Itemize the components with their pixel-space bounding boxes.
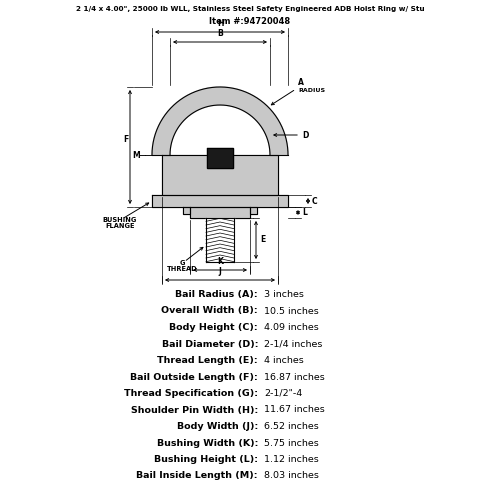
Text: H: H	[217, 19, 223, 28]
Text: FLANGE: FLANGE	[105, 223, 135, 229]
Text: 5.75 inches: 5.75 inches	[264, 438, 319, 448]
Text: 8.03 inches: 8.03 inches	[264, 472, 319, 480]
Text: 3 inches: 3 inches	[264, 290, 304, 299]
Text: A: A	[298, 78, 304, 87]
Text: Bushing Width (K):: Bushing Width (K):	[156, 438, 258, 448]
Text: C: C	[312, 196, 318, 205]
Polygon shape	[152, 195, 288, 207]
Text: 4.09 inches: 4.09 inches	[264, 323, 319, 332]
Text: THREAD: THREAD	[166, 266, 198, 272]
Text: Bushing Height (L):: Bushing Height (L):	[154, 455, 258, 464]
Text: E: E	[260, 236, 265, 244]
Text: J: J	[218, 267, 222, 276]
Text: 6.52 inches: 6.52 inches	[264, 422, 319, 431]
Text: 4 inches: 4 inches	[264, 356, 304, 365]
Text: D: D	[302, 130, 308, 140]
Text: Item #:94720048: Item #:94720048	[210, 17, 290, 26]
Text: 2 1/4 x 4.00", 25000 lb WLL, Stainless Steel Safety Engineered ADB Hoist Ring w/: 2 1/4 x 4.00", 25000 lb WLL, Stainless S…	[76, 6, 424, 12]
Text: Bail Inside Length (M):: Bail Inside Length (M):	[136, 472, 258, 480]
Text: RADIUS: RADIUS	[298, 88, 325, 93]
Text: F: F	[123, 134, 128, 143]
Text: L: L	[302, 208, 307, 217]
Text: Bail Radius (A):: Bail Radius (A):	[176, 290, 258, 299]
Text: 1.12 inches: 1.12 inches	[264, 455, 319, 464]
Polygon shape	[162, 155, 278, 195]
Text: 2-1/4 inches: 2-1/4 inches	[264, 340, 322, 348]
Text: K: K	[217, 257, 223, 266]
Text: M: M	[132, 150, 140, 160]
Polygon shape	[206, 218, 234, 262]
Text: G: G	[179, 260, 185, 266]
Text: 10.5 inches: 10.5 inches	[264, 306, 319, 316]
Text: 2-1/2"-4: 2-1/2"-4	[264, 389, 302, 398]
Text: Shoulder Pin Width (H):: Shoulder Pin Width (H):	[131, 406, 258, 414]
Text: Bail Outside Length (F):: Bail Outside Length (F):	[130, 372, 258, 382]
Text: Overall Width (B):: Overall Width (B):	[162, 306, 258, 316]
Polygon shape	[183, 207, 190, 214]
Polygon shape	[190, 207, 250, 218]
Text: Bail Diameter (D):: Bail Diameter (D):	[162, 340, 258, 348]
Polygon shape	[250, 207, 257, 214]
Text: Thread Length (E):: Thread Length (E):	[158, 356, 258, 365]
Text: BUSHING: BUSHING	[103, 217, 137, 223]
Polygon shape	[207, 148, 233, 168]
Polygon shape	[152, 87, 288, 155]
Text: Body Width (J):: Body Width (J):	[177, 422, 258, 431]
Text: Thread Specification (G):: Thread Specification (G):	[124, 389, 258, 398]
Text: B: B	[217, 29, 223, 38]
Text: 11.67 inches: 11.67 inches	[264, 406, 325, 414]
Text: 16.87 inches: 16.87 inches	[264, 372, 325, 382]
Text: Body Height (C):: Body Height (C):	[170, 323, 258, 332]
